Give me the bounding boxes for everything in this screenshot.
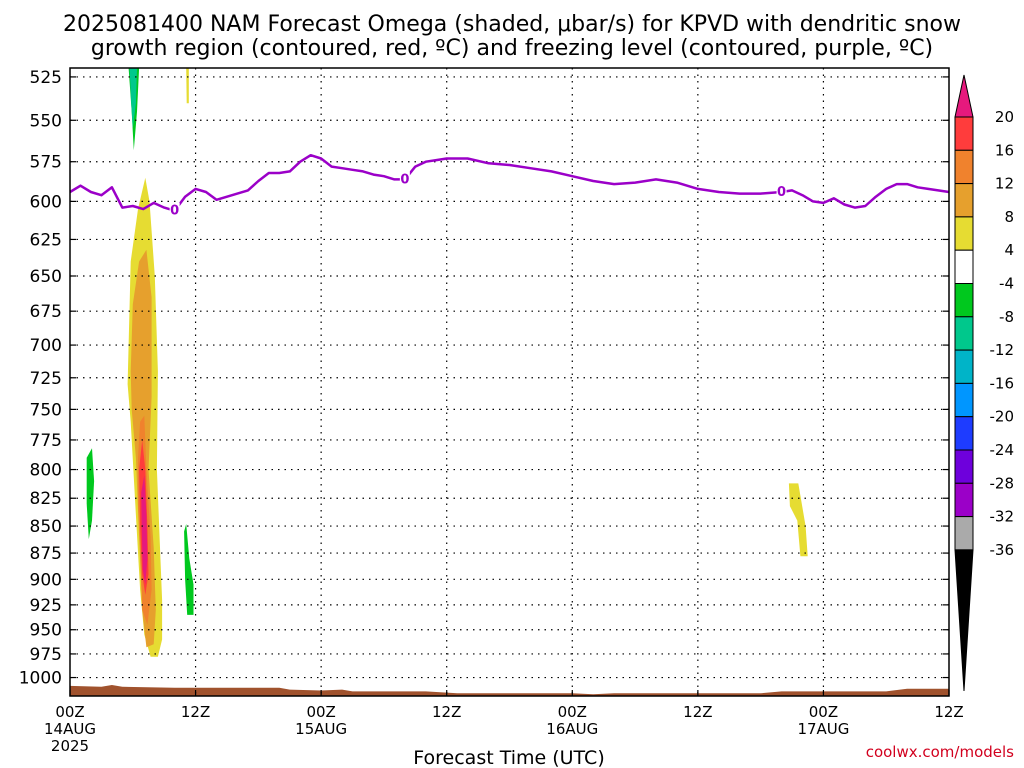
x-tick-label-12: 12Z [181,703,210,721]
colorbar-box-0 [954,116,974,151]
colorbar-label-2: 12 [995,175,1014,193]
y-tick-label-850: 850 [30,517,62,537]
colorbar-label-13: -36 [990,541,1015,559]
colorbar-bottom-triangle [954,549,974,692]
colorbar-box-5 [954,283,974,318]
x-tick-date-48: 16AUG [546,720,598,738]
y-tick-label-950: 950 [30,621,62,641]
chart-title-line-2: growth region (contoured, red, ºC) and f… [91,36,933,61]
colorbar-box-1 [954,149,974,185]
credit-text: coolwx.com/models [866,743,1014,761]
colorbar-box-3 [954,216,974,251]
y-tick-label-800: 800 [30,461,62,481]
omega-shade-2 [788,483,808,557]
plot-grid [70,68,949,696]
x-tick-label-48: 00Z [558,703,587,721]
plot-frame [69,67,950,697]
colorbar-label-12: -32 [990,508,1015,526]
x-tick-date-0: 14AUG [44,720,96,738]
y-tick-label-575: 575 [30,153,62,173]
y-tick-label-525: 525 [30,68,62,88]
colorbar-label-0: 20 [995,108,1014,126]
x-tick-label-72: 00Z [809,703,838,721]
freezing-level-label-2: 0 [777,185,786,200]
freezing-label-bg-0 [169,202,180,217]
colorbar-label-9: -20 [990,408,1015,426]
colorbar-label-10: -24 [990,441,1015,459]
colorbar-box-6 [954,316,974,351]
y-tick-label-975: 975 [30,645,62,665]
y-tick-label-700: 700 [30,336,62,356]
omega-shade-6 [141,475,148,585]
x-tick-label-0: 00Z [55,703,84,721]
colorbar-box-10 [954,449,974,484]
y-tick-label-875: 875 [30,544,62,564]
colorbar-box-7 [954,349,974,384]
colorbar-label-1: 16 [995,141,1014,159]
x-tick-date-24: 15AUG [295,720,347,738]
colorbar: 20 16 12 8 4 -4 -8 -12 -16 -20 -24 -28 -32 -36 [954,74,1015,692]
colorbar-box-9 [954,416,974,451]
chart-title-line-1: 2025081400 NAM Forecast Omega (shaded, μ… [63,12,961,37]
x-tick-date-72: 17AUG [797,720,849,738]
freezing-label-bg-2 [776,184,787,199]
y-axis-ticks: 525 550 575 600 625 650 675 700 725 750 775 800 825 8… [19,68,949,689]
freezing-level-label-1: 0 [400,172,409,187]
y-tick-label-750: 750 [30,400,62,420]
y-tick-label-625: 625 [30,230,62,250]
y-tick-label-900: 900 [30,570,62,590]
y-tick-label-725: 725 [30,369,62,389]
y-tick-label-825: 825 [30,489,62,509]
freezing-level-label-0: 0 [170,204,179,219]
colorbar-box-8 [954,382,974,418]
colorbar-box-2 [954,183,974,218]
colorbar-label-7: -12 [990,341,1015,359]
y-tick-label-775: 775 [30,431,62,451]
x-tick-label-24: 00Z [306,703,335,721]
omega-shade-8 [86,448,95,540]
freezing-label-bg-1 [399,171,410,186]
colorbar-box-4 [954,249,974,284]
x-tick-label-60: 12Z [683,703,712,721]
omega-shade-9 [184,523,194,615]
y-tick-label-650: 650 [30,267,62,287]
x-tick-label-84: 12Z [934,703,963,721]
colorbar-label-8: -16 [990,374,1015,392]
x-axis-label: Forecast Time (UTC) [413,747,604,768]
terrain-fill [70,685,949,696]
terrain-layer [70,685,949,696]
colorbar-box-11 [954,482,974,518]
colorbar-label-3: 8 [1004,208,1014,226]
colorbar-label-6: -8 [999,308,1014,326]
colorbar-label-11: -28 [990,474,1015,492]
freezing-level-contour: 0 0 0 [69,153,950,219]
freezing-level-line [69,153,950,212]
y-tick-label-675: 675 [30,302,62,322]
colorbar-label-5: -4 [999,275,1014,293]
omega-shade-10 [129,68,137,129]
x-tick-label-36: 12Z [432,703,461,721]
y-tick-label-1000: 1000 [19,669,62,689]
colorbar-box-12 [954,516,974,551]
y-tick-label-925: 925 [30,596,62,616]
colorbar-label-4: 4 [1004,241,1014,259]
y-tick-label-550: 550 [30,111,62,131]
x-tick-year-0: 2025 [51,737,89,755]
omega-shading [86,68,808,657]
y-tick-label-600: 600 [30,192,62,212]
